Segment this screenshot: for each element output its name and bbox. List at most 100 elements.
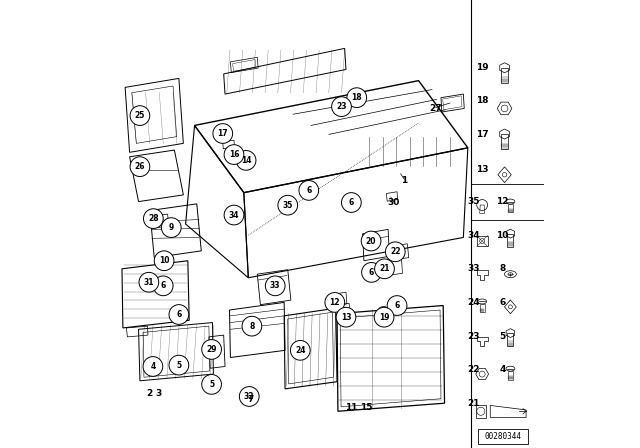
Text: 3: 3 (156, 389, 162, 398)
Circle shape (480, 238, 484, 244)
Circle shape (299, 181, 319, 200)
Text: 6: 6 (176, 310, 182, 319)
Text: 8: 8 (249, 322, 255, 331)
Circle shape (325, 293, 345, 312)
Circle shape (213, 124, 233, 143)
Text: 18: 18 (476, 96, 488, 105)
Text: 16: 16 (228, 150, 239, 159)
Text: 26: 26 (134, 162, 145, 171)
Text: 19: 19 (476, 63, 488, 72)
Circle shape (143, 209, 163, 228)
Circle shape (374, 307, 394, 327)
Circle shape (230, 208, 242, 220)
Text: 17: 17 (476, 130, 488, 139)
Circle shape (501, 105, 508, 112)
Circle shape (202, 340, 221, 359)
Text: 6: 6 (306, 186, 312, 195)
Circle shape (202, 375, 221, 394)
Circle shape (361, 231, 381, 251)
Circle shape (242, 316, 262, 336)
Circle shape (378, 306, 390, 319)
Text: 11: 11 (345, 403, 358, 412)
Text: 20: 20 (366, 237, 376, 246)
Circle shape (278, 195, 298, 215)
Text: 9: 9 (168, 223, 174, 232)
Circle shape (154, 251, 174, 271)
Text: 31: 31 (143, 278, 154, 287)
Circle shape (291, 340, 310, 360)
Circle shape (130, 157, 150, 177)
Text: 24: 24 (467, 298, 480, 307)
Text: 27: 27 (429, 104, 442, 113)
Text: 17: 17 (218, 129, 228, 138)
Text: 5: 5 (176, 361, 182, 370)
Circle shape (387, 296, 407, 315)
Text: 33: 33 (270, 281, 280, 290)
Circle shape (336, 307, 356, 327)
Circle shape (362, 263, 381, 282)
Text: 28: 28 (148, 214, 159, 223)
Text: 6: 6 (394, 301, 400, 310)
Text: 5: 5 (209, 380, 214, 389)
Text: 10: 10 (496, 231, 509, 240)
Text: 15: 15 (360, 403, 372, 412)
Text: 21: 21 (467, 399, 480, 408)
Text: 6: 6 (499, 298, 506, 307)
Circle shape (130, 106, 150, 125)
Text: 10: 10 (159, 256, 170, 265)
Circle shape (266, 276, 285, 296)
Text: 12: 12 (330, 298, 340, 307)
Text: 4: 4 (150, 362, 156, 371)
Circle shape (169, 305, 189, 324)
Text: 12: 12 (496, 197, 509, 206)
Text: 29: 29 (206, 345, 217, 354)
Circle shape (143, 357, 163, 376)
Text: 13: 13 (340, 313, 351, 322)
Circle shape (169, 355, 189, 375)
Text: 2: 2 (147, 389, 153, 398)
Text: 34: 34 (467, 231, 480, 240)
Circle shape (502, 172, 507, 177)
Text: 35: 35 (467, 197, 480, 206)
Circle shape (479, 371, 485, 377)
Text: 25: 25 (134, 111, 145, 120)
Text: 30: 30 (387, 198, 399, 207)
Text: 22: 22 (390, 247, 401, 256)
Circle shape (385, 242, 405, 262)
Text: 23: 23 (336, 102, 347, 111)
Circle shape (224, 145, 244, 164)
Text: 6: 6 (161, 281, 166, 290)
Circle shape (342, 193, 361, 212)
Circle shape (347, 88, 367, 108)
Text: 13: 13 (476, 165, 488, 174)
Text: 6: 6 (369, 268, 374, 277)
Circle shape (508, 305, 513, 309)
Text: 34: 34 (228, 211, 239, 220)
Circle shape (374, 259, 394, 279)
Text: 1: 1 (401, 176, 407, 185)
Text: 35: 35 (282, 201, 293, 210)
Text: 00280344: 00280344 (484, 432, 522, 441)
Circle shape (332, 97, 351, 116)
Circle shape (477, 407, 485, 415)
Circle shape (139, 272, 159, 292)
Text: 6: 6 (349, 198, 354, 207)
Circle shape (224, 205, 244, 225)
Text: 32: 32 (244, 392, 255, 401)
Circle shape (477, 200, 488, 211)
Text: 23: 23 (467, 332, 480, 340)
Text: 18: 18 (351, 93, 362, 102)
Text: 8: 8 (499, 264, 506, 273)
Text: 19: 19 (379, 313, 389, 322)
Text: 14: 14 (241, 156, 252, 165)
Circle shape (161, 218, 181, 237)
Circle shape (154, 276, 173, 296)
Circle shape (236, 151, 256, 170)
Text: 4: 4 (499, 365, 506, 374)
Text: 21: 21 (380, 264, 390, 273)
Text: 22: 22 (467, 365, 480, 374)
Text: 33: 33 (467, 264, 480, 273)
Text: 24: 24 (295, 346, 305, 355)
Circle shape (239, 387, 259, 406)
Text: 7: 7 (248, 395, 253, 404)
